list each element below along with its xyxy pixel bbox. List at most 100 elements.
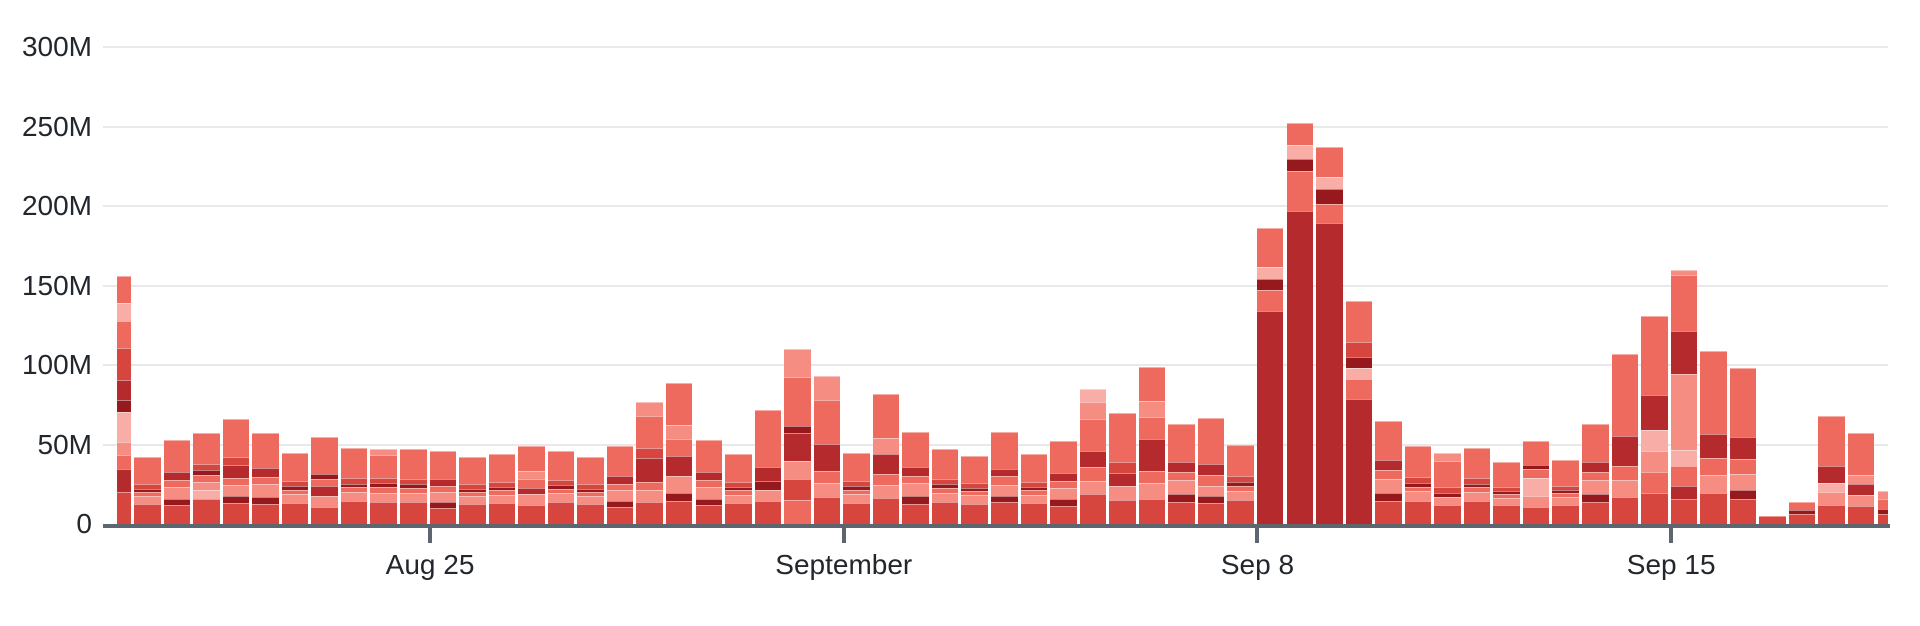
x-axis-label-september: September [775, 549, 913, 580]
bar-36[interactable] [1168, 423, 1195, 524]
bar-36-segment-0 [1168, 501, 1195, 524]
bar-5-segment-2 [252, 484, 279, 497]
bar-44-segment-0 [1404, 500, 1432, 524]
bars-area[interactable] [117, 0, 1888, 524]
bar-52[interactable] [1641, 315, 1668, 524]
bar-25[interactable] [843, 452, 870, 524]
bar-12[interactable] [459, 457, 486, 524]
bar-10[interactable] [400, 449, 427, 524]
bar-26[interactable] [872, 393, 900, 524]
bar-23-segment-1 [784, 478, 811, 500]
bar-18[interactable] [636, 401, 663, 524]
bar-29[interactable] [961, 455, 988, 524]
bar-32-segment-3 [1050, 481, 1077, 488]
bar-38[interactable] [1227, 444, 1254, 524]
bar-58-segment-4 [1818, 415, 1845, 466]
bar-11[interactable] [429, 450, 457, 524]
bar-46[interactable] [1463, 447, 1491, 524]
bar-6-segment-5 [281, 452, 309, 482]
bar-17[interactable] [606, 446, 634, 524]
bar-41[interactable] [1316, 147, 1343, 524]
bar-23[interactable] [784, 349, 811, 524]
bar-4[interactable] [222, 419, 250, 524]
bar-5[interactable] [252, 433, 279, 524]
x-tick-sep-8 [1255, 528, 1260, 543]
bar-15[interactable] [547, 450, 575, 524]
bar-59[interactable] [1847, 433, 1875, 524]
bar-57[interactable] [1788, 501, 1816, 524]
bar-55[interactable] [1729, 368, 1757, 524]
bar-0[interactable] [117, 276, 131, 524]
bar-31[interactable] [1020, 454, 1048, 524]
bar-58[interactable] [1818, 415, 1845, 524]
bar-47-segment-2 [1493, 494, 1520, 498]
bar-6-segment-3 [281, 486, 309, 490]
bar-3[interactable] [193, 433, 220, 524]
bar-6[interactable] [281, 452, 309, 524]
bar-2-segment-1 [163, 498, 191, 506]
bar-49-segment-5 [1552, 460, 1579, 486]
bar-49-segment-3 [1552, 490, 1579, 494]
bar-15-segment-3 [547, 485, 575, 489]
bar-22-segment-3 [754, 466, 782, 481]
bar-16-segment-4 [577, 483, 604, 489]
bar-44-segment-5 [1404, 446, 1432, 478]
bar-54[interactable] [1700, 350, 1727, 524]
bar-39[interactable] [1256, 228, 1284, 524]
bar-18-segment-0 [636, 501, 663, 524]
bar-4-segment-6 [222, 419, 250, 457]
bar-8[interactable] [340, 447, 368, 524]
bar-26-segment-0 [872, 497, 900, 524]
bar-3-segment-1 [193, 489, 220, 499]
bar-34[interactable] [1109, 412, 1136, 524]
bar-42[interactable] [1345, 301, 1373, 524]
bar-47-segment-5 [1493, 462, 1520, 487]
bar-40[interactable] [1286, 123, 1313, 524]
bar-2[interactable] [163, 439, 191, 524]
bar-34-segment-0 [1109, 499, 1136, 524]
bar-32-segment-2 [1050, 487, 1077, 500]
bar-50[interactable] [1582, 423, 1609, 524]
bar-33[interactable] [1079, 388, 1107, 524]
bar-37[interactable] [1197, 417, 1225, 524]
bar-47-segment-1 [1493, 497, 1520, 506]
bar-20[interactable] [695, 439, 722, 524]
bar-4-segment-2 [222, 485, 250, 496]
bar-13[interactable] [488, 454, 516, 524]
bar-43-segment-1 [1375, 493, 1402, 502]
bar-9-segment-1 [370, 492, 397, 502]
bar-47[interactable] [1493, 462, 1520, 524]
bar-53[interactable] [1670, 269, 1698, 524]
bar-60[interactable] [1877, 490, 1888, 524]
bar-25-segment-5 [843, 452, 870, 482]
bar-32[interactable] [1050, 441, 1077, 524]
bar-18-segment-4 [636, 448, 663, 458]
bar-24[interactable] [813, 376, 841, 524]
bar-56[interactable] [1759, 516, 1786, 524]
bar-21[interactable] [725, 454, 752, 524]
bar-35[interactable] [1138, 366, 1166, 524]
bar-7-segment-5 [311, 436, 338, 475]
bar-51[interactable] [1611, 353, 1639, 524]
bar-9[interactable] [370, 449, 397, 524]
bar-44[interactable] [1404, 446, 1432, 524]
bar-30[interactable] [991, 431, 1018, 524]
bar-48[interactable] [1522, 441, 1550, 524]
bar-22-segment-2 [754, 480, 782, 490]
bar-28[interactable] [931, 449, 959, 524]
bar-14[interactable] [518, 446, 545, 524]
bar-19[interactable] [665, 382, 693, 524]
bar-45[interactable] [1434, 452, 1461, 524]
bar-16[interactable] [577, 457, 604, 524]
bar-42-segment-3 [1345, 357, 1373, 369]
bar-52-segment-3 [1641, 430, 1668, 452]
bar-43[interactable] [1375, 420, 1402, 524]
bar-11-segment-5 [429, 450, 457, 479]
bar-11-segment-2 [429, 491, 457, 503]
bar-7[interactable] [311, 436, 338, 524]
bar-1[interactable] [134, 457, 161, 524]
bar-49[interactable] [1552, 460, 1579, 524]
bar-22[interactable] [754, 409, 782, 524]
bar-27[interactable] [902, 431, 929, 524]
